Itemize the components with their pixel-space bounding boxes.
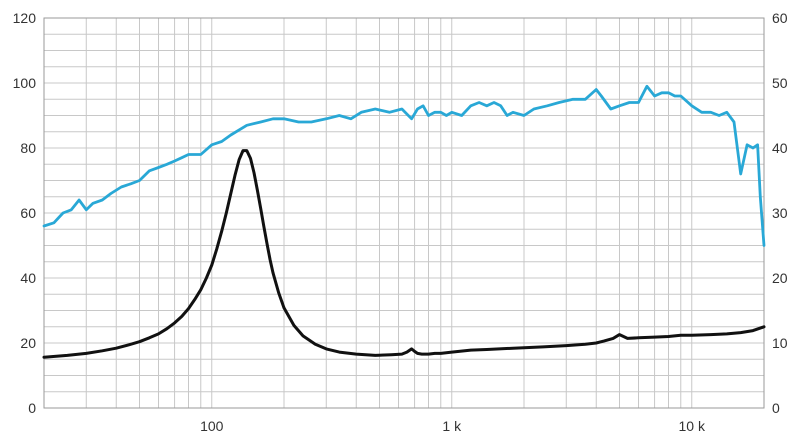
y-left-tick-label: 80 — [20, 140, 36, 156]
plot-frame — [43, 17, 765, 409]
y-left-tick-labels: 0 20 40 60 80 100 120 — [13, 10, 37, 416]
y-right-tick-label: 40 — [772, 140, 788, 156]
y-right-tick-label: 0 — [772, 400, 780, 416]
plot-border — [43, 17, 765, 409]
series-line-right-axis — [42, 149, 766, 359]
y-left-tick-label: 120 — [13, 10, 37, 26]
y-left-tick-label: 0 — [28, 400, 36, 416]
x-tick-label: 100 — [200, 418, 224, 434]
y-left-tick-label: 100 — [13, 75, 37, 91]
y-right-tick-label: 60 — [772, 10, 788, 26]
y-left-tick-label: 60 — [20, 205, 36, 221]
series-group — [42, 84, 766, 359]
x-tick-label: 1 k — [442, 418, 462, 434]
y-right-tick-labels: 0 10 20 30 40 50 60 — [772, 10, 788, 416]
series-line-left-axis — [42, 84, 766, 247]
y-right-tick-label: 30 — [772, 205, 788, 221]
y-right-tick-label: 50 — [772, 75, 788, 91]
grid — [43, 17, 765, 409]
x-tick-labels: 100 1 k 10 k — [200, 418, 706, 434]
x-tick-label: 10 k — [679, 418, 706, 434]
y-left-tick-label: 20 — [20, 335, 36, 351]
y-right-tick-label: 10 — [772, 335, 788, 351]
y-left-tick-label: 40 — [20, 270, 36, 286]
y-right-tick-label: 20 — [772, 270, 788, 286]
